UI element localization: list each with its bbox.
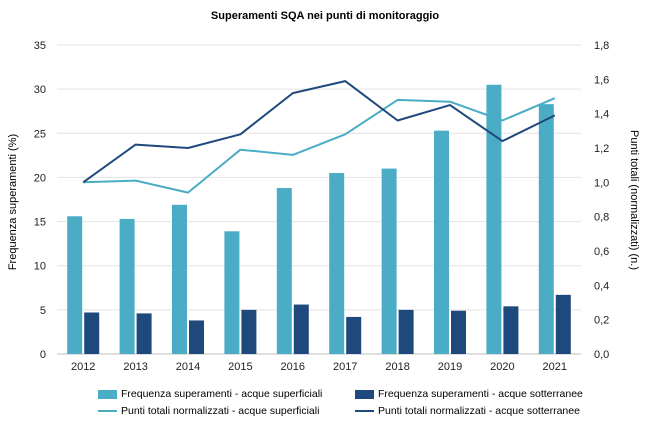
bar-sotterranee [346, 316, 362, 354]
y-tick-label-left: 10 [34, 261, 46, 273]
legend-item-line-sotterranee: Punti totali normalizzati - acque sotter… [355, 405, 580, 417]
y-tick-label-right: 0,6 [594, 246, 609, 258]
bar-sotterranee [398, 309, 414, 354]
legend-label: Punti totali normalizzati - acque sotter… [378, 405, 580, 417]
y-tick-label-left: 30 [34, 84, 46, 96]
y-tick-label-left: 25 [34, 128, 46, 140]
bar-superficiali [276, 188, 292, 354]
x-tick-label: 2018 [385, 361, 409, 373]
x-tick-label: 2021 [543, 361, 567, 373]
y-tick-label-right: 1,0 [594, 177, 609, 189]
y-tick-label-right: 1,8 [594, 40, 609, 52]
x-tick-label: 2017 [333, 361, 357, 373]
bar-superficiali [224, 231, 240, 354]
x-tick-label: 2015 [228, 361, 252, 373]
bar-sotterranee [555, 294, 571, 354]
x-tick-label: 2016 [281, 361, 305, 373]
y-tick-label-right: 0,8 [594, 212, 609, 224]
legend-label: Punti totali normalizzati - acque superf… [121, 405, 320, 417]
bar-sotterranee [189, 320, 204, 354]
bar-sotterranee [136, 313, 152, 354]
y-tick-label-right: 0,2 [594, 315, 609, 327]
bar-superficiali [329, 173, 345, 354]
bar-sotterranee [451, 310, 466, 354]
bar-sotterranee [84, 312, 100, 354]
y-tick-label-left: 5 [40, 305, 46, 317]
line-superficiali [83, 97, 556, 194]
x-tick-label: 2020 [490, 361, 514, 373]
y-tick-label-left: 20 [34, 172, 46, 184]
legend-item-bar-sotterranee: Frequenza superamenti - acque sotterrane… [355, 388, 583, 400]
y-tick-label-right: 1,6 [594, 74, 609, 86]
y-tick-label-left: 0 [40, 349, 46, 361]
legend-swatch-line-superficiali [98, 410, 117, 412]
bar-superficiali [119, 218, 135, 354]
legend-label: Frequenza superamenti - acque superficia… [121, 388, 323, 400]
y-tick-label-right: 1,4 [594, 109, 609, 121]
bar-superficiali [381, 168, 397, 354]
legend-item-line-superficiali: Punti totali normalizzati - acque superf… [98, 405, 319, 417]
bar-sotterranee [503, 306, 519, 354]
y-tick-label-right: 0,4 [594, 280, 609, 292]
y-tick-label-right: 1,2 [594, 143, 609, 155]
y-tick-label-left: 15 [34, 217, 46, 229]
bar-sotterranee [241, 309, 257, 354]
legend-swatch-line-sotterranee [355, 410, 374, 412]
chart-title: Superamenti SQA nei punti di monitoraggi… [210, 10, 440, 22]
x-tick-label: 2012 [71, 361, 95, 373]
line-sotterranee [82, 80, 556, 184]
x-tick-label: 2013 [123, 361, 147, 373]
x-tick-label: 2014 [176, 361, 200, 373]
bar-superficiali [67, 216, 83, 354]
legend-swatch-bar-sotterranee [355, 389, 374, 399]
legend-item-bar-superficiali: Frequenza superamenti - acque superficia… [98, 388, 322, 400]
legend-swatch-bar-superficiali [98, 389, 117, 399]
bar-superficiali [172, 204, 187, 354]
bar-superficiali [486, 84, 502, 354]
x-tick-label: 2019 [438, 361, 462, 373]
y-tick-label-right: 0,0 [594, 349, 609, 361]
bar-sotterranee [293, 304, 309, 354]
legend-label: Frequenza superamenti - acque sotterrane… [378, 388, 583, 400]
bar-superficiali [434, 130, 449, 354]
y-tick-label-left: 35 [34, 40, 46, 52]
bar-superficiali [538, 104, 554, 354]
